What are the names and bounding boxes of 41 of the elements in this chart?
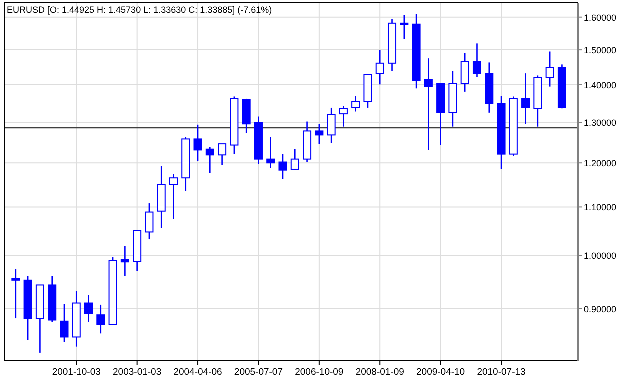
candlestick bbox=[424, 58, 433, 151]
candlestick bbox=[400, 14, 409, 40]
y-tick-label: 1.30000 bbox=[584, 118, 617, 128]
x-tick-label: 2008-01-09 bbox=[356, 367, 404, 378]
y-tick-label: 1.40000 bbox=[584, 80, 617, 91]
x-tick-label: 2010-07-13 bbox=[477, 367, 526, 378]
x-tick-label: 2005-07-07 bbox=[234, 367, 284, 378]
candlestick bbox=[145, 202, 154, 240]
candlestick bbox=[352, 95, 360, 112]
candlestick bbox=[278, 154, 288, 180]
candlestick bbox=[472, 43, 482, 78]
y-tick-label: 0.90000 bbox=[584, 304, 617, 314]
y-tick-label: 1.20000 bbox=[584, 158, 617, 169]
candlestick bbox=[12, 268, 20, 320]
candlestick bbox=[339, 105, 348, 128]
chart-title: EURUSD [O: 1.44925 H: 1.45730 L: 1.33630 C: 1.33885] (-7.61%) bbox=[7, 5, 272, 15]
candlestick bbox=[194, 124, 202, 162]
candlestick bbox=[522, 72, 530, 125]
y-tick-label: 1.10000 bbox=[584, 202, 617, 213]
candlestick bbox=[546, 51, 554, 88]
candlestick bbox=[266, 136, 276, 169]
candlestick bbox=[327, 107, 336, 144]
y-tick-label: 1.00000 bbox=[584, 250, 617, 261]
candlestick bbox=[84, 294, 94, 323]
candlestick bbox=[290, 148, 300, 171]
x-tick-label: 2003-01-03 bbox=[113, 367, 162, 378]
candlestick bbox=[96, 304, 106, 334]
candlestick bbox=[376, 50, 384, 86]
candlestick bbox=[169, 174, 178, 220]
x-tick-label: 2001-10-03 bbox=[52, 367, 101, 378]
x-tick-label: 2006-10-09 bbox=[295, 367, 344, 378]
x-tick-label: 2009-04-10 bbox=[416, 367, 466, 378]
candlestick bbox=[218, 143, 227, 166]
candlestick bbox=[206, 146, 214, 174]
y-tick-label: 1.50000 bbox=[584, 46, 617, 56]
candlestick bbox=[460, 52, 470, 93]
candlestick bbox=[120, 246, 130, 277]
candlestick bbox=[315, 123, 324, 145]
y-tick-label: 1.60000 bbox=[584, 12, 617, 23]
x-tick-label: 2004-04-06 bbox=[174, 367, 222, 378]
candlestick bbox=[60, 304, 69, 343]
